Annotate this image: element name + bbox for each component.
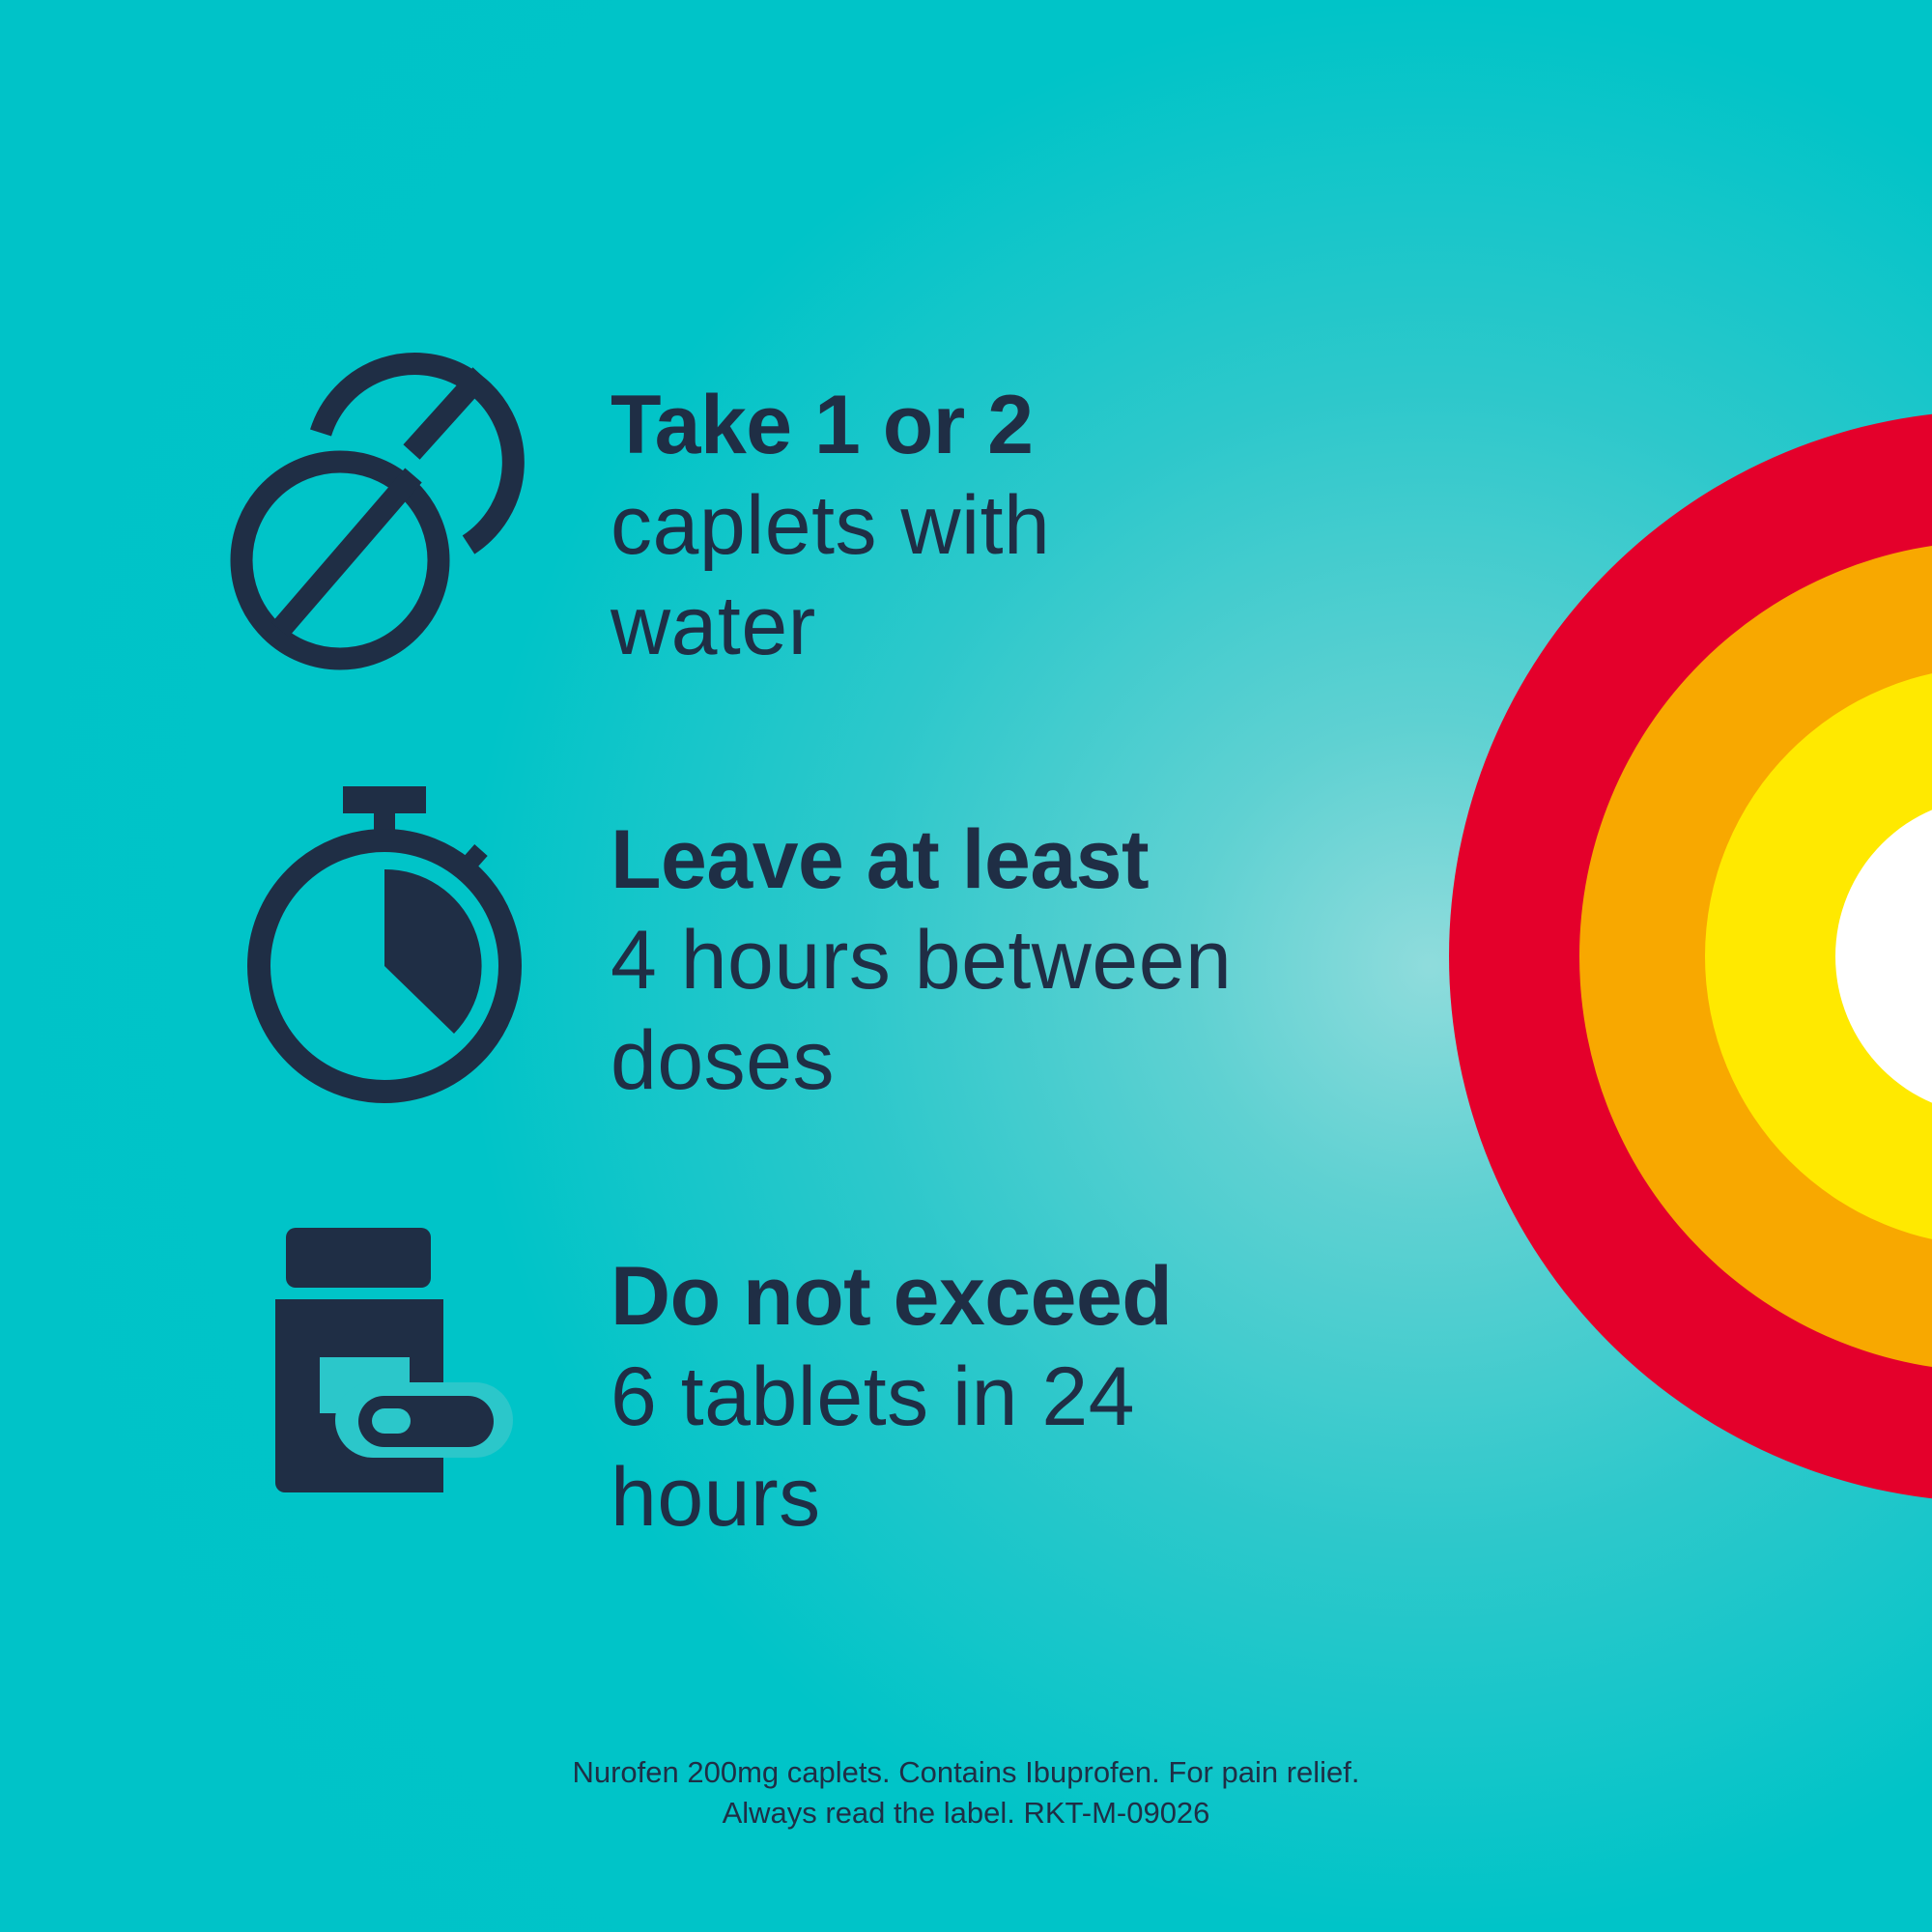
disclaimer-line: Always read the label. RKT-M-09026: [722, 1796, 1210, 1830]
tablets-icon: [230, 353, 525, 670]
instruction-line-text: 4 hours between: [611, 914, 1233, 1007]
disclaimer-line: Nurofen 200mg caplets. Contains Ibuprofe…: [572, 1755, 1360, 1789]
instruction-line-text: caplets with: [611, 479, 1051, 572]
medicine-bottle-icon: [275, 1228, 513, 1492]
instruction-lead-text: Leave at least: [611, 813, 1150, 906]
instruction-line-text: doses: [611, 1014, 835, 1107]
stopwatch-icon: [247, 786, 522, 1103]
instruction-line-text: hours: [611, 1451, 821, 1544]
ring-yellow: [1705, 673, 1932, 1239]
disclaimer: Nurofen 200mg caplets. Contains Ibuprofe…: [0, 1752, 1932, 1833]
instruction-lead-text: Do not exceed: [611, 1250, 1173, 1343]
instruction-line-text: 6 tablets in 24: [611, 1350, 1135, 1443]
instruction-line-text: water: [611, 580, 816, 672]
instruction-lead-text: Take 1 or 2: [611, 379, 1034, 471]
ring-center: [1835, 810, 1932, 1103]
